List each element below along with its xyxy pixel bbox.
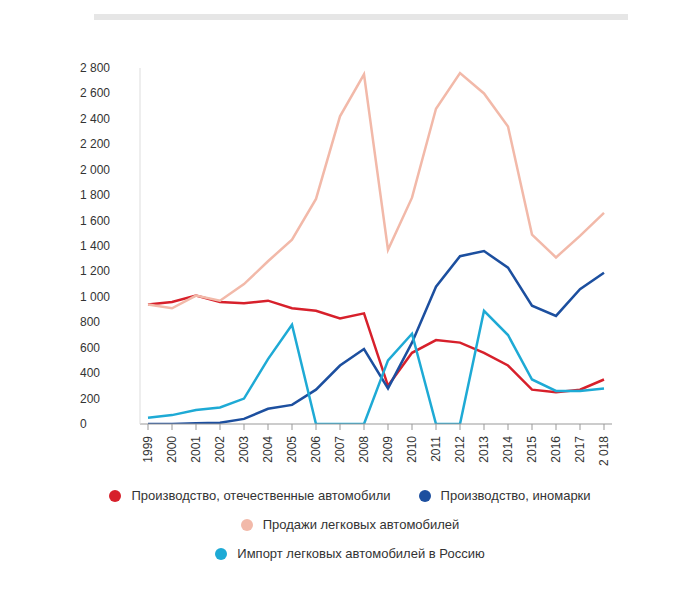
svg-text:2011: 2011 [429,436,443,462]
svg-text:2010: 2010 [405,436,419,463]
svg-text:1 000: 1 000 [80,290,110,304]
svg-text:2000: 2000 [165,436,179,463]
svg-text:2008: 2008 [357,436,371,463]
html-text:Производство, иномарки: Производство, иномарки [440,488,591,503]
svg-text:2009: 2009 [381,436,395,463]
svg-text:2017: 2017 [573,436,587,463]
svg-text:2 000: 2 000 [80,163,110,177]
html-text:Импорт легковых автомобилей в: Импорт легковых автомобилей в Россию [237,546,485,561]
svg-text:2015: 2015 [525,436,539,463]
svg-text:2007: 2007 [333,436,347,463]
svg-text:1 200: 1 200 [80,264,110,278]
svg-text:2005: 2005 [285,436,299,463]
svg-text:2016: 2016 [549,436,563,463]
svg-text:1 400: 1 400 [80,239,110,253]
svg-text:2001: 2001 [189,436,203,463]
svg-text:2 800: 2 800 [80,61,110,75]
svg-text:800: 800 [80,315,100,329]
svg-text:2003: 2003 [237,436,251,463]
svg-text:200: 200 [80,392,100,406]
svg-text:2 018: 2 018 [597,436,611,466]
svg-text:2006: 2006 [309,436,323,463]
svg-text:2012: 2012 [453,436,467,463]
html-text:Продажи легковых автомобилей: Продажи легковых автомобилей [262,517,460,532]
svg-text:2 200: 2 200 [80,137,110,151]
html-text:Производство, отечественные ав: Производство, отечественные автомобили [131,488,391,503]
svg-text:2002: 2002 [213,436,227,463]
svg-text:2014: 2014 [501,436,515,463]
svg-text:600: 600 [80,341,100,355]
svg-text:2013: 2013 [477,436,491,463]
svg-text:2 400: 2 400 [80,112,110,126]
svg-text:2004: 2004 [261,436,275,463]
svg-text:0: 0 [80,417,87,431]
svg-text:1999: 1999 [141,436,155,463]
svg-text:2 600: 2 600 [80,86,110,100]
svg-text:400: 400 [80,366,100,380]
svg-text:1 600: 1 600 [80,214,110,228]
svg-text:1 800: 1 800 [80,188,110,202]
